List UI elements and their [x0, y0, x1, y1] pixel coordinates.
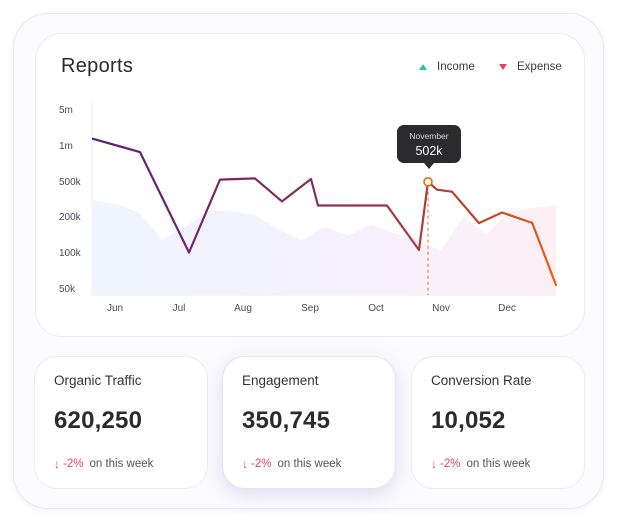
card-delta-percent: -2% [63, 458, 84, 470]
chart-tooltip: November 502k [397, 125, 461, 169]
triangle-up-icon [419, 64, 427, 70]
card-delta-percent: -2% [251, 458, 272, 470]
card-delta-period: on this week [277, 458, 342, 470]
triangle-down-icon [499, 64, 507, 70]
card-engagement[interactable]: Engagement 350,745 ↓ -2% on this week [223, 357, 395, 488]
card-delta: ↓ -2% on this week [431, 457, 530, 471]
card-conversion-rate[interactable]: Conversion Rate 10,052 ↓ -2% on this wee… [412, 357, 584, 488]
arrow-down-icon: ↓ [431, 457, 437, 471]
legend-income-label: Income [437, 61, 475, 73]
card-organic-traffic[interactable]: Organic Traffic 620,250 ↓ -2% on this we… [35, 357, 207, 488]
tooltip-month: November [409, 131, 449, 141]
card-value: 10,052 [431, 407, 506, 434]
card-delta-period: on this week [89, 458, 154, 470]
x-tick-label: Oct [368, 303, 384, 314]
y-tick-label: 50k [59, 284, 76, 295]
x-tick-label: Dec [498, 303, 516, 314]
arrow-down-icon: ↓ [54, 457, 60, 471]
reports-title: Reports [61, 55, 134, 77]
legend-income[interactable]: Income [419, 61, 475, 73]
legend-expense-label: Expense [517, 61, 562, 73]
card-delta-period: on this week [466, 458, 531, 470]
legend-expense[interactable]: Expense [499, 61, 562, 73]
card-delta-percent: -2% [440, 458, 461, 470]
highlight-point[interactable] [423, 177, 433, 187]
y-tick-label: 100k [59, 248, 82, 259]
arrow-down-icon: ↓ [242, 457, 248, 471]
x-tick-label: Sep [301, 303, 319, 314]
card-label: Conversion Rate [431, 373, 532, 388]
x-tick-label: Jun [107, 303, 123, 314]
y-tick-label: 200k [59, 212, 82, 223]
card-label: Organic Traffic [54, 373, 142, 388]
card-value: 350,745 [242, 407, 331, 434]
y-tick-label: 5m [59, 105, 73, 116]
income-area [93, 200, 556, 295]
expense-line [91, 137, 558, 287]
card-delta: ↓ -2% on this week [54, 457, 153, 471]
x-tick-label: Aug [234, 303, 252, 314]
tooltip-value: 502k [415, 144, 443, 158]
x-tick-label: Jul [173, 303, 186, 314]
card-label: Engagement [242, 373, 319, 388]
card-value: 620,250 [54, 407, 143, 434]
y-tick-label: 1m [59, 141, 73, 152]
card-delta: ↓ -2% on this week [242, 457, 341, 471]
x-tick-label: Nov [432, 303, 450, 314]
y-tick-label: 500k [59, 177, 82, 188]
